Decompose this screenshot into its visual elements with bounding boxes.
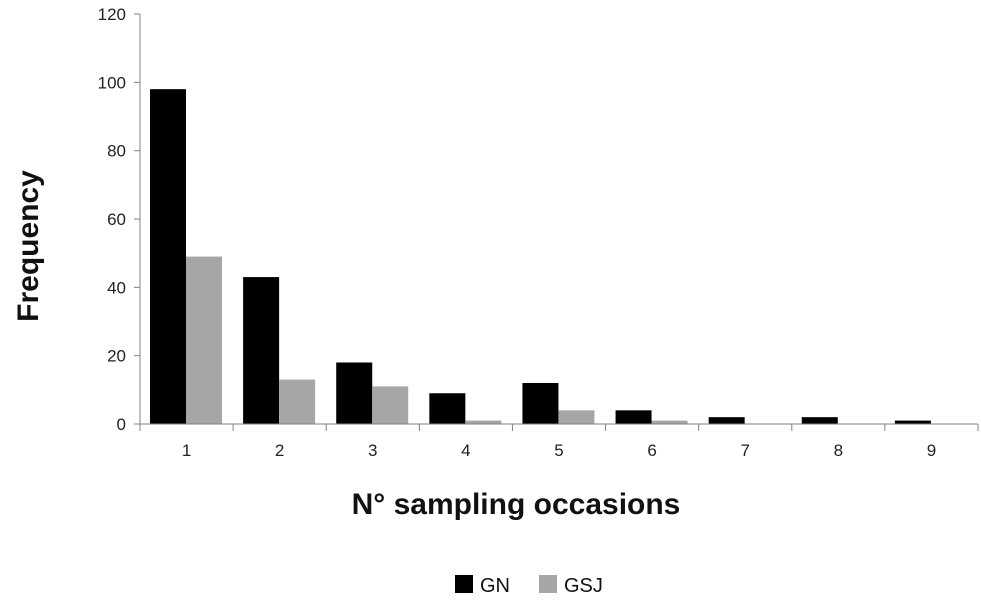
y-tick-label: 20 (107, 347, 126, 366)
y-tick-label: 60 (107, 210, 126, 229)
bar-gn-8 (801, 417, 838, 424)
x-tick-label: 8 (834, 441, 843, 460)
bars (150, 89, 931, 425)
y-axis-title: Frequency (12, 170, 45, 322)
bar-gsj-6 (651, 420, 688, 424)
x-tick-label: 9 (927, 441, 936, 460)
bar-gn-2 (243, 277, 280, 424)
axes (134, 13, 979, 431)
bar-gsj-1 (186, 256, 222, 424)
y-tick-label: 40 (107, 278, 126, 297)
y-tick-label: 100 (98, 73, 126, 92)
legend-swatch-gsj (539, 575, 557, 593)
bar-gsj-3 (372, 386, 409, 424)
y-tick-label: 0 (117, 415, 126, 434)
legend-swatch-gn (455, 575, 473, 593)
x-axis-title: N° sampling occasions (352, 488, 681, 521)
legend: GN GSJ (455, 575, 603, 597)
bar-gsj-2 (279, 379, 316, 424)
bar-gn-5 (522, 383, 559, 424)
y-tick-label: 120 (98, 5, 126, 24)
bar-gn-3 (336, 362, 373, 424)
x-tick-label: 4 (461, 441, 470, 460)
legend-label-gn: GN (480, 575, 510, 597)
bar-gsj-5 (558, 410, 595, 424)
y-tick-label: 80 (107, 142, 126, 161)
bar-gn-7 (708, 417, 745, 424)
bar-gn-4 (429, 393, 466, 424)
x-tick-label: 2 (275, 441, 284, 460)
x-tick-label: 7 (740, 441, 749, 460)
legend-label-gsj: GSJ (564, 575, 603, 597)
x-tick-label: 3 (368, 441, 377, 460)
x-tick-label: 5 (554, 441, 563, 460)
y-tick-labels: 0 20 40 60 80 100 120 (98, 5, 126, 434)
bar-gn-1 (150, 89, 186, 425)
x-tick-label: 1 (182, 441, 191, 460)
bar-gn-6 (615, 410, 652, 424)
x-tick-label: 6 (647, 441, 656, 460)
bar-gn-9 (894, 420, 931, 424)
x-tick-labels: 1 2 3 4 5 6 7 8 9 (182, 441, 936, 460)
bar-gsj-4 (465, 420, 502, 424)
